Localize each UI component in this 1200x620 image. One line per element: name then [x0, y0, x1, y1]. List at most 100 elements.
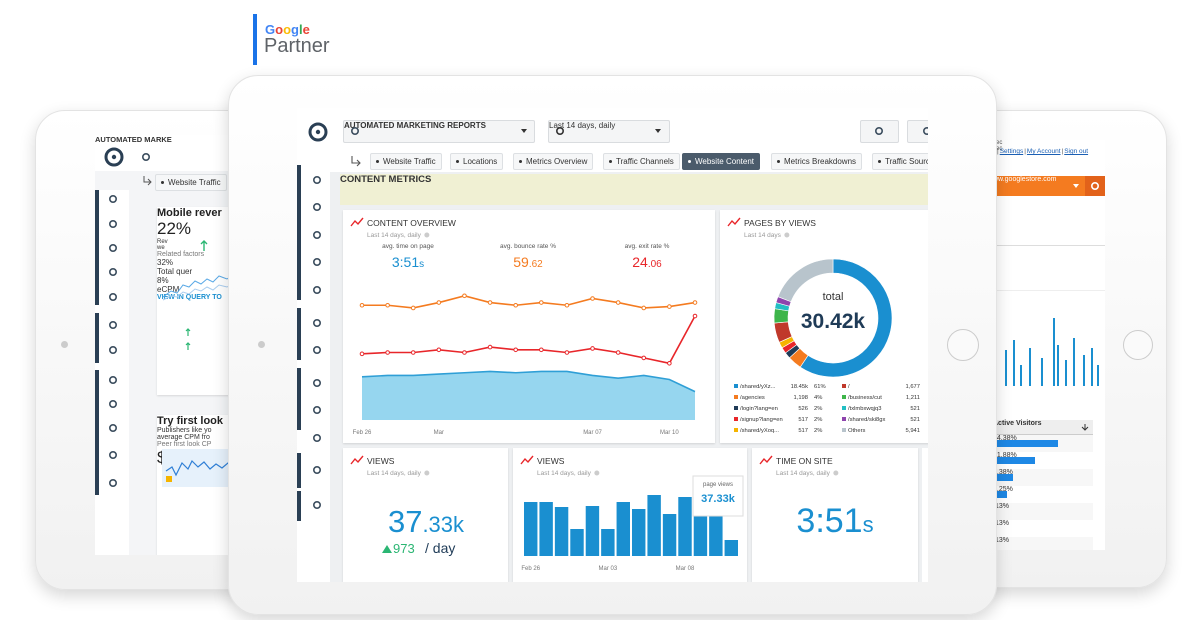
bullet [456, 160, 459, 163]
up-icon [200, 240, 208, 251]
icon [874, 126, 883, 136]
tooltip-value: 37.33k [701, 493, 736, 505]
point [590, 296, 595, 301]
icon [108, 450, 118, 460]
legend-percent: 2% [814, 406, 822, 412]
legend-swatch [842, 406, 846, 410]
line [361, 370, 696, 393]
table-header: Active Visitors [993, 420, 1093, 435]
divider [993, 290, 1105, 291]
graphic [923, 127, 928, 135]
link[interactable]: VIEW IN QUERY TO [157, 294, 222, 301]
range-dropdown[interactable]: Last 14 days, daily [548, 120, 670, 143]
logo [104, 147, 124, 167]
tab[interactable]: Metrics Breakdowns [771, 153, 863, 170]
camera [61, 341, 68, 348]
bar [996, 474, 1013, 481]
spike [1083, 355, 1085, 386]
info-icon [424, 232, 430, 238]
legend-value: 526 [798, 406, 808, 412]
logo-letter: l [298, 22, 303, 37]
button[interactable] [860, 120, 899, 143]
point [539, 347, 544, 353]
caret [1073, 184, 1079, 188]
card-title: TIME ON SITE [776, 456, 833, 466]
tab[interactable]: Website Content [682, 153, 760, 170]
total-label: total [823, 291, 844, 303]
legend-value: 521 [910, 406, 920, 412]
legend-value: 517 [798, 417, 808, 423]
sidebar-group [95, 370, 99, 495]
bullet [777, 160, 780, 163]
link[interactable]: Sign out [1064, 148, 1089, 155]
sidebar-group [297, 453, 301, 488]
card [922, 448, 928, 582]
partner-bar [253, 14, 257, 65]
graphic: TIME ON SITE Last 14 days, daily 3:51s [759, 455, 874, 540]
icon [108, 194, 118, 204]
card-subtitle: Last 14 days, daily [367, 232, 422, 239]
time-value: 3:51s [796, 502, 873, 540]
legend-swatch [842, 428, 846, 432]
card-title: Try first look [157, 415, 224, 427]
icon [108, 375, 118, 385]
legend-label: /signup?lang=en [740, 417, 783, 423]
link[interactable]: Settings [999, 148, 1024, 155]
pages-card: PAGES BY VIEWS Last 14 days total 30.42k/sh… [720, 210, 928, 443]
tab[interactable]: Traffic Channels [603, 153, 680, 170]
total-value: 30.42k [801, 310, 866, 333]
card-subtitle: Last 14 days, daily [537, 470, 592, 477]
line [361, 315, 696, 365]
tab[interactable]: Metrics Overview [513, 153, 594, 170]
report-dropdown[interactable]: AUTOMATED MARKETING REPORTS [343, 120, 535, 143]
camera [258, 341, 265, 348]
separator: | [1024, 148, 1026, 155]
point [513, 302, 518, 308]
card-title: VIEWS [537, 456, 565, 466]
link[interactable]: My Account [1026, 148, 1061, 155]
row-label: .13% [993, 520, 1009, 527]
kpi-value: 59.62 [513, 254, 543, 270]
legend-label: /shared/ski8gx [848, 417, 885, 423]
site-bar: ww.googlestore.com [993, 176, 1105, 196]
tab[interactable]: Traffic Sources [872, 153, 928, 170]
tab-label: Website Traffic [383, 157, 436, 166]
spike [1097, 365, 1099, 386]
chart-area [162, 449, 228, 487]
kpi-label: avg. time on page [382, 243, 434, 250]
logo-letter: o [275, 22, 284, 37]
spike [1053, 318, 1055, 386]
factors-title: Related factors [157, 251, 205, 258]
point [641, 305, 647, 311]
point [487, 344, 493, 350]
graphic [108, 478, 118, 488]
point [692, 300, 698, 305]
point [667, 304, 672, 309]
graphic [312, 345, 322, 355]
spike [1065, 360, 1067, 386]
legend-swatch [734, 417, 738, 421]
tab[interactable]: Website Traffic [155, 174, 227, 191]
button[interactable] [907, 120, 928, 143]
legend-swatch [734, 406, 738, 410]
point [359, 302, 365, 308]
graphic [185, 328, 191, 336]
point [615, 300, 621, 305]
graphic [200, 240, 208, 251]
tab[interactable]: Website Traffic [370, 153, 442, 170]
sparkline [165, 459, 228, 477]
graphic [312, 500, 322, 510]
icon [108, 478, 118, 488]
icon [108, 345, 118, 355]
card-subtitle: Last 14 days, daily [776, 470, 831, 477]
legend-swatch [842, 384, 846, 388]
row-label: .13% [993, 503, 1009, 510]
legend-swatch [842, 417, 846, 421]
graphic [555, 126, 565, 136]
caret [521, 129, 527, 133]
x-tick-label: Mar 10 [660, 430, 679, 436]
bar [996, 457, 1036, 464]
kpi-value: 22% [157, 219, 192, 238]
legend-value: 521 [910, 417, 920, 423]
tab[interactable]: Locations [450, 153, 504, 170]
